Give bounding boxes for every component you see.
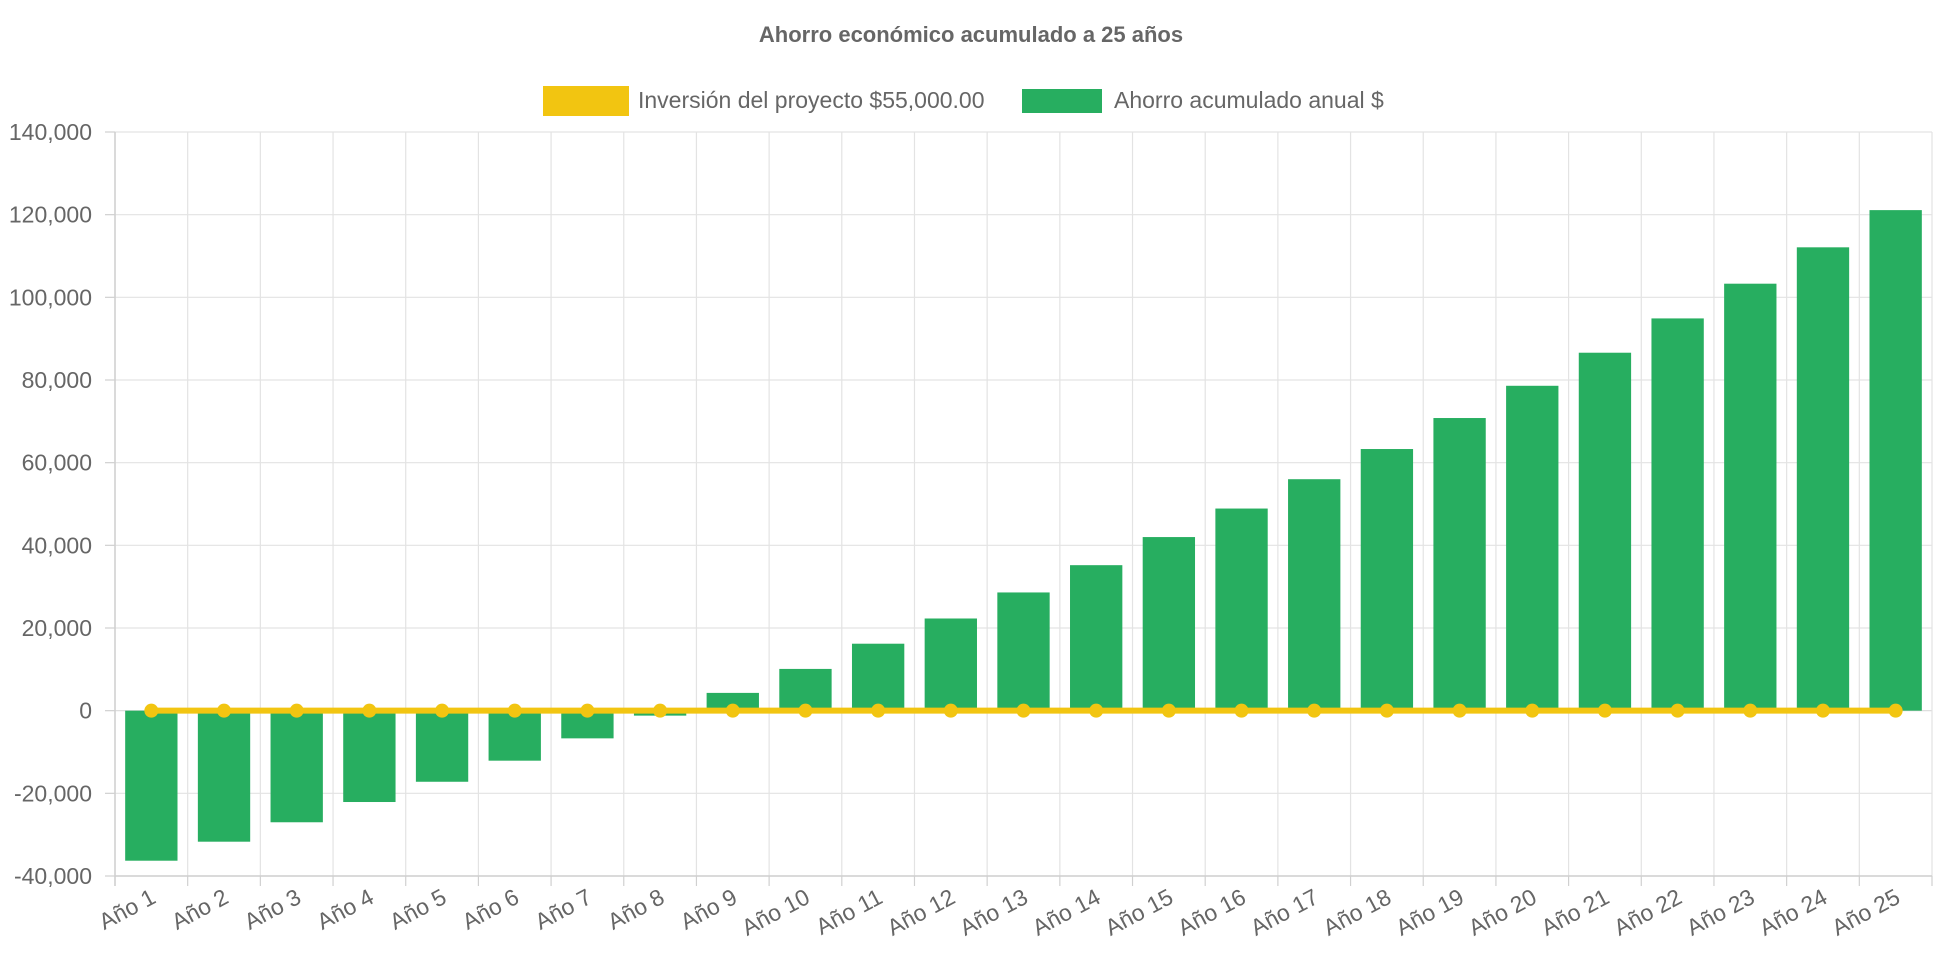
y-tick-label: 60,000: [22, 450, 92, 476]
x-tick-label: Año 3: [240, 883, 305, 934]
chart-title: Ahorro económico acumulado a 25 años: [759, 22, 1183, 47]
legend-swatch-ahorro[interactable]: [1022, 89, 1102, 113]
bar-ahorro[interactable]: [1070, 565, 1123, 711]
point-inversion[interactable]: [1161, 703, 1176, 718]
x-tick-label: Año 2: [167, 883, 232, 934]
point-inversion[interactable]: [1743, 703, 1758, 718]
point-inversion[interactable]: [362, 703, 377, 718]
legend-swatch-inversion[interactable]: [543, 86, 629, 116]
y-tick-label: -20,000: [14, 780, 92, 806]
x-tick-label: Año 9: [676, 883, 741, 934]
bar-series: [125, 210, 1922, 861]
y-tick-label: 0: [79, 698, 92, 724]
y-tick-label: 100,000: [9, 284, 92, 310]
point-inversion[interactable]: [435, 703, 450, 718]
point-inversion[interactable]: [653, 703, 668, 718]
x-tick-label: Año 23: [1682, 883, 1759, 940]
point-inversion[interactable]: [1089, 703, 1104, 718]
point-inversion[interactable]: [871, 703, 886, 718]
point-inversion[interactable]: [580, 703, 595, 718]
y-tick-label: 20,000: [22, 615, 92, 641]
x-tick-label: Año 4: [312, 883, 377, 934]
x-tick-label: Año 22: [1609, 883, 1686, 940]
point-inversion[interactable]: [289, 703, 304, 718]
bar-ahorro[interactable]: [851, 643, 905, 711]
bar-ahorro[interactable]: [1506, 385, 1559, 711]
x-tick-label: Año 24: [1755, 883, 1832, 940]
y-tick-label: 80,000: [22, 367, 92, 393]
point-inversion[interactable]: [1670, 703, 1685, 718]
bar-ahorro[interactable]: [1360, 449, 1414, 711]
bar-ahorro[interactable]: [1869, 210, 1922, 711]
line-series: [144, 703, 1903, 718]
x-tick-label: Año 8: [603, 883, 668, 934]
legend: Inversión del proyecto $55,000.00 Ahorro…: [543, 86, 1384, 116]
bar-ahorro[interactable]: [1578, 352, 1632, 711]
x-tick-label: Año 20: [1464, 883, 1541, 940]
point-inversion[interactable]: [943, 703, 958, 718]
legend-label-ahorro[interactable]: Ahorro acumulado anual $: [1114, 87, 1384, 113]
point-inversion[interactable]: [1234, 703, 1249, 718]
x-tick-label: Año 1: [94, 883, 159, 934]
y-tick-label: 40,000: [22, 532, 92, 558]
bar-ahorro[interactable]: [343, 710, 396, 803]
x-tick-label: Año 14: [1028, 883, 1105, 940]
y-tick-label: -40,000: [14, 863, 92, 889]
y-tick-label: 140,000: [9, 119, 92, 145]
x-tick-label: Año 10: [737, 883, 814, 940]
bar-ahorro[interactable]: [270, 710, 323, 823]
x-axis-ticks: Año 1 Año 2 Año 3 Año 4 Año 5 Año 6 Año 7 Año 8…: [94, 883, 1904, 940]
x-tick-label: Año 19: [1391, 883, 1468, 940]
point-inversion[interactable]: [1597, 703, 1612, 718]
point-inversion[interactable]: [1815, 703, 1830, 718]
bar-ahorro[interactable]: [1433, 418, 1486, 711]
x-tick-label: Año 17: [1246, 883, 1323, 940]
point-inversion[interactable]: [144, 703, 159, 718]
point-inversion[interactable]: [1888, 703, 1903, 718]
point-inversion[interactable]: [507, 703, 522, 718]
bar-ahorro[interactable]: [1215, 508, 1268, 711]
point-inversion[interactable]: [725, 703, 740, 718]
point-inversion[interactable]: [217, 703, 232, 718]
y-tick-label: 120,000: [9, 202, 92, 228]
x-tick-label: Año 21: [1537, 883, 1614, 940]
bar-ahorro[interactable]: [1724, 283, 1777, 711]
bar-ahorro[interactable]: [488, 710, 541, 761]
x-tick-label: Año 12: [883, 883, 960, 940]
x-tick-label: Año 13: [955, 883, 1032, 940]
y-axis-ticks: 140,000 120,000 100,000 80,000 60,000 40,000 2…: [9, 119, 92, 889]
x-tick-label: Año 7: [530, 883, 595, 934]
bar-ahorro[interactable]: [997, 592, 1050, 711]
point-inversion[interactable]: [1016, 703, 1031, 718]
x-tick-label: Año 5: [385, 883, 450, 934]
x-tick-label: Año 11: [811, 883, 886, 939]
point-inversion[interactable]: [1525, 703, 1540, 718]
point-inversion[interactable]: [1379, 703, 1394, 718]
bar-ahorro[interactable]: [415, 710, 469, 782]
x-tick-label: Año 15: [1101, 883, 1178, 940]
bar-ahorro[interactable]: [1651, 318, 1704, 711]
point-inversion[interactable]: [1307, 703, 1322, 718]
bar-ahorro[interactable]: [1288, 479, 1341, 711]
x-tick-label: Año 18: [1319, 883, 1396, 940]
point-inversion[interactable]: [1452, 703, 1467, 718]
legend-label-inversion[interactable]: Inversión del proyecto $55,000.00: [638, 87, 985, 113]
point-inversion[interactable]: [798, 703, 813, 718]
x-tick-label: Año 25: [1827, 883, 1904, 940]
bar-ahorro[interactable]: [924, 618, 977, 711]
bar-ahorro[interactable]: [706, 692, 759, 711]
bar-ahorro[interactable]: [197, 710, 251, 842]
bar-ahorro[interactable]: [125, 710, 178, 861]
x-tick-label: Año 6: [458, 883, 523, 934]
bar-ahorro[interactable]: [1142, 537, 1196, 711]
bar-ahorro[interactable]: [1796, 247, 1850, 711]
x-tick-label: Año 16: [1173, 883, 1250, 940]
